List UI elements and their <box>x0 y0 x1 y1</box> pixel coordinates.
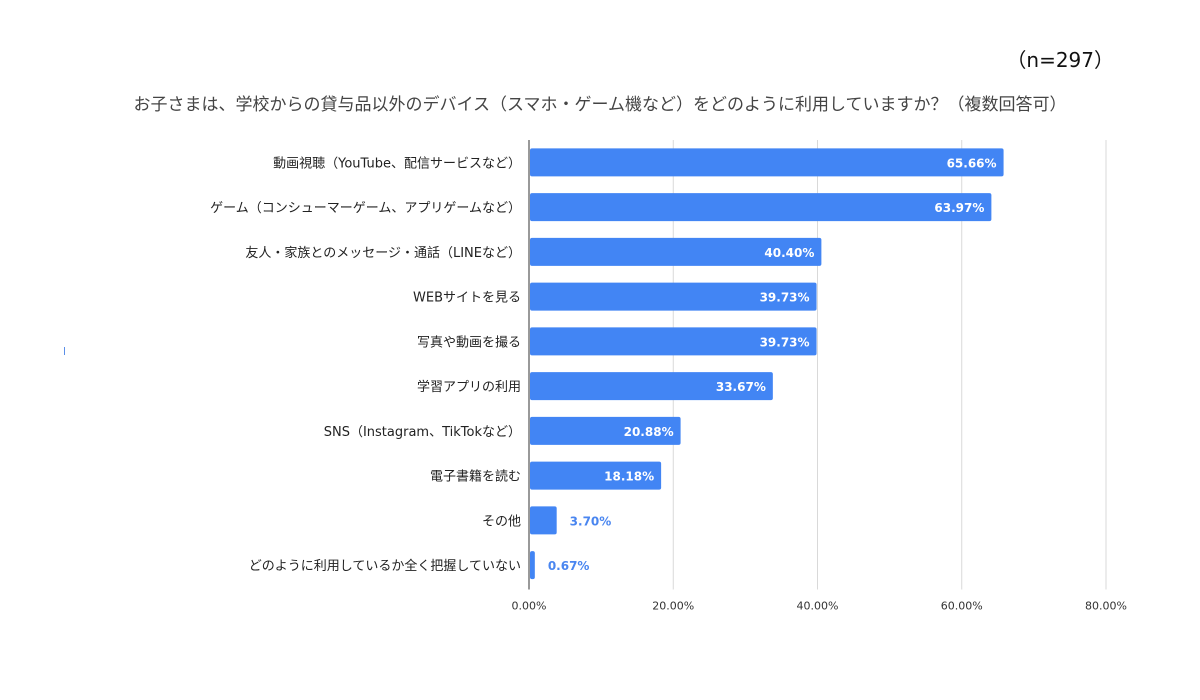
data-label: 0.67% <box>548 559 590 573</box>
category-label: SNS（Instagram、TikTokなど） <box>324 425 521 440</box>
bar <box>530 193 992 222</box>
category-label: 写真や動画を撮る <box>417 334 521 350</box>
category-label: どのように利用しているか全く把握していない <box>249 558 521 574</box>
data-label: 20.88% <box>624 425 674 439</box>
x-tick-label: 0.00% <box>512 600 547 613</box>
chart-title: お子さまは、学校からの貸与品以外のデバイス（スマホ・ゲーム機など）をどのように利… <box>133 95 1067 115</box>
x-tick-label: 40.00% <box>797 600 839 613</box>
bar <box>530 416 681 445</box>
x-tick-label: 60.00% <box>941 600 983 613</box>
bar <box>530 372 773 401</box>
category-labels: 動画視聴（YouTube、配信サービスなど） 65.66% ゲーム（コンシューマーゲ… <box>210 156 996 574</box>
bar <box>530 237 822 266</box>
category-label: WEBサイトを見る <box>413 291 521 306</box>
data-label: 65.66% <box>947 156 997 170</box>
bar <box>530 551 535 580</box>
category-label: 学習アプリの利用 <box>417 379 521 395</box>
bar <box>530 327 817 356</box>
category-label: 動画視聴（YouTube、配信サービスなど） <box>273 156 521 171</box>
data-label: 33.67% <box>716 380 766 394</box>
category-label: 友人・家族とのメッセージ・通話（LINEなど） <box>245 245 521 261</box>
bars <box>530 148 1004 580</box>
stray-mark <box>64 347 65 355</box>
data-label: 63.97% <box>934 201 984 215</box>
data-label: 18.18% <box>604 470 654 484</box>
category-label: その他 <box>482 514 521 529</box>
category-label: ゲーム（コンシューマーゲーム、アプリゲームなど） <box>210 201 521 216</box>
bar <box>530 282 817 311</box>
data-label: 40.40% <box>764 246 814 260</box>
bar <box>530 148 1004 177</box>
data-label: 39.73% <box>760 291 810 305</box>
x-tick-label: 80.00% <box>1085 600 1127 613</box>
category-label: 電子書籍を読む <box>430 469 521 485</box>
data-label: 39.73% <box>760 335 810 349</box>
data-label: 3.70% <box>570 514 612 528</box>
bar <box>530 461 662 490</box>
bar <box>530 506 557 535</box>
sample-size-label: （n=297） <box>1006 48 1114 72</box>
x-tick-label: 20.00% <box>652 600 694 613</box>
x-axis-ticks: 0.00% 20.00% 40.00% 60.00% 80.00% <box>512 600 1127 613</box>
